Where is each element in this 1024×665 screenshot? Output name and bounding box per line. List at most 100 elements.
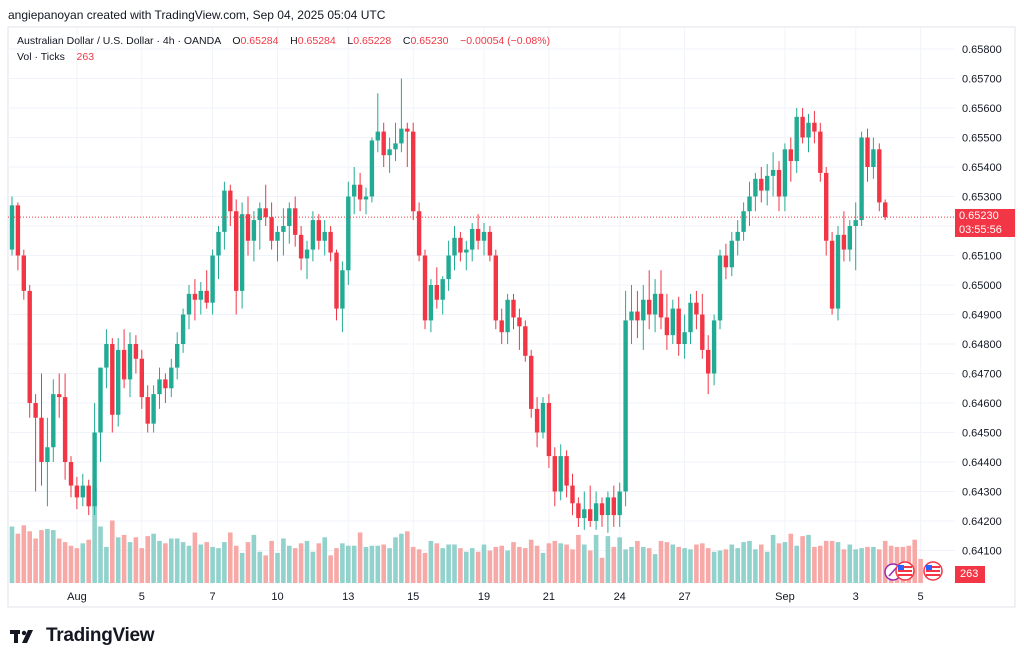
candle [257,202,262,250]
volume-bar [446,544,451,583]
candle-body [293,208,298,235]
volume-bar [340,543,345,583]
candle-body [375,131,380,141]
price-axis[interactable]: 0.64100 0.64200 0.64300 0.64400 0.64500 0.646… [962,44,1002,558]
candle-body [877,149,882,203]
volume-bar [741,542,746,583]
time-axis[interactable]: Aug 5 7 10 13 15 19 21 24 27 Sep 3 5 [67,591,924,603]
volume-bar [74,548,80,583]
candle [788,137,793,182]
candle-body [387,149,392,156]
volume-bar [180,542,186,583]
candle [635,290,640,339]
time-tick-label: Sep [775,591,795,603]
candle-body [829,240,835,309]
candle-body [629,311,634,321]
candle [369,137,375,203]
volume-bar [877,549,882,583]
volume-bar [587,550,593,583]
candle [470,223,475,262]
price-tick-label: 0.64600 [962,398,1002,410]
volume-bar [198,544,204,583]
candle [234,199,239,315]
symbol-label[interactable]: Australian Dollar / U.S. Dollar · 4h · O… [17,35,221,47]
candle [352,167,357,215]
candle-body [228,190,233,212]
candle-body [340,270,345,309]
tradingview-logo[interactable]: TradingView [10,625,155,647]
volume-bar [452,544,457,583]
candle-body [428,285,434,321]
candle [747,181,752,226]
price-tick-label: 0.64100 [962,546,1002,558]
volume-bar [186,545,192,583]
candle-body [210,255,215,303]
volume-bar [841,549,847,583]
candle [776,161,782,212]
ohlc-legend[interactable]: Australian Dollar / U.S. Dollar · 4h · O… [17,33,550,49]
candle-body [145,397,150,424]
candle-body [647,299,652,315]
volume-bar [664,542,670,583]
volume-bar [469,548,475,583]
candle [180,308,186,353]
candle [15,202,21,271]
candle [192,279,198,321]
candle [298,226,304,271]
candle-body [363,196,369,200]
candle [812,110,817,144]
volume-bar [387,548,392,583]
candle [51,379,56,462]
candle [505,293,510,344]
volume-legend[interactable]: Vol · Ticks 263 [17,49,550,65]
candle [623,290,628,507]
candle [829,231,835,315]
volume-bar [292,548,298,583]
volume-bar [163,543,168,583]
candle [676,296,681,356]
candle [328,226,333,262]
candle-body [39,417,44,462]
candle-body [741,211,746,232]
candle-body [45,447,50,462]
volume-bar [829,540,835,583]
candle [198,282,203,315]
candle [228,184,233,226]
volume-bar [658,540,664,583]
candle [617,482,622,527]
candle-body [599,503,605,516]
candle-body [517,317,522,327]
candle-body [98,367,103,433]
candle [782,143,788,212]
volume-bar [806,534,811,583]
candle-body [818,131,823,173]
candle-body [322,231,327,241]
price-tick-label: 0.64300 [962,487,1002,499]
volume-label[interactable]: Vol · Ticks [17,51,65,63]
candle-body [127,344,133,380]
volume-bar [245,542,251,583]
candle-body [723,255,729,268]
candle [68,456,74,498]
time-tick-label: 5 [139,591,145,603]
volume-bar [729,544,735,583]
candle-body [481,231,487,241]
candle [818,122,823,182]
candle [877,143,882,212]
candle [523,320,528,362]
candle-body [27,290,32,403]
candle-body [475,228,481,241]
time-tick-label: Aug [67,591,87,603]
candle [387,137,392,173]
candle [835,226,841,321]
volume-bar [800,536,805,583]
volume-bar [15,533,21,583]
candle [711,314,717,386]
candle [647,270,652,330]
volume-bar [517,546,522,583]
candle [80,473,85,507]
event-markers[interactable] [884,561,943,581]
candle-body [80,485,85,498]
candle-body [298,234,304,259]
